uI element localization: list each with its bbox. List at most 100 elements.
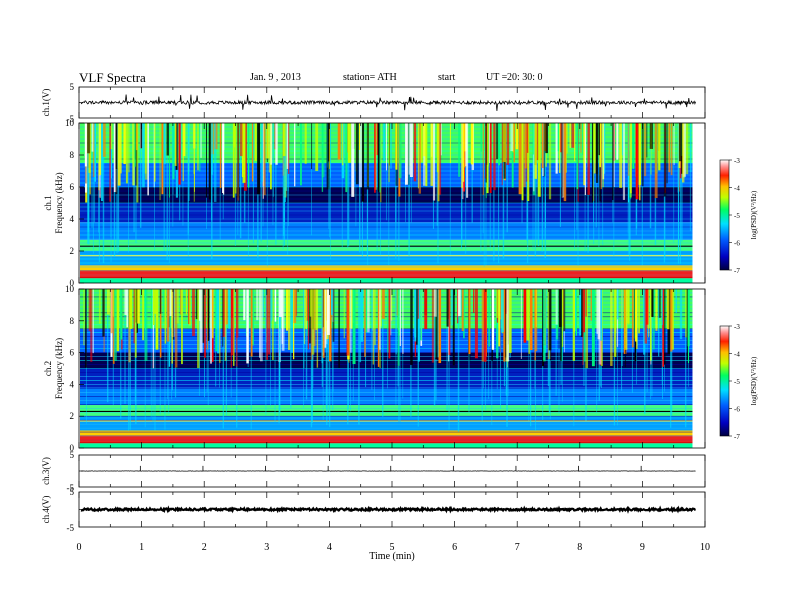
ch2-spectrogram-streak [488, 346, 490, 399]
ch1-spectrogram-streak [639, 123, 641, 201]
ch1-spectrogram-streak [646, 123, 648, 158]
ch2-spectrogram-streak [207, 289, 210, 341]
ch1-spectrogram-streak [199, 123, 202, 158]
ch1-spectrogram-streak [128, 123, 130, 173]
ch2-spectrogram-streak [498, 289, 501, 347]
ch2-spectrogram-streak [181, 289, 183, 365]
ch2-spectrogram-streak [266, 289, 268, 360]
ch1-spectrogram-band [80, 251, 693, 266]
ch1-spectrogram-streak [242, 123, 246, 183]
ch2-spectrogram-streak [326, 289, 330, 335]
ch1-spectrogram-streak [328, 168, 330, 238]
ch2-spectrogram-streak [664, 364, 665, 392]
ch1-spectrogram-streak [593, 123, 596, 161]
ch2-spectrogram-streak [270, 348, 271, 407]
ch2-spectrogram-streak [670, 349, 673, 416]
ch1-spectrogram-streak [437, 201, 439, 264]
ch1-spectrogram-streak [512, 123, 515, 153]
ch2-spectrogram-streak [281, 289, 283, 344]
ch1-spectrogram-streak [533, 123, 535, 179]
ch2-spectrogram-streak [435, 289, 438, 360]
ch1-spectrogram-streak [580, 123, 582, 153]
ch1-spectrogram-streak [358, 123, 362, 188]
ch1-spectrogram-streak [449, 123, 451, 164]
ch2-spectrogram-streak [142, 289, 145, 341]
ch1-spectrogram-streak [311, 123, 313, 170]
ch1-spectrogram-streak [420, 123, 423, 163]
ch1-spectrogram-ytick-label: 6 [70, 182, 75, 192]
ch1-spectrogram-streak [109, 123, 111, 202]
ch2-spectrogram-streak [352, 289, 356, 365]
ch2-spectrogram-streak [481, 361, 483, 421]
ch1-spectrogram-ytick-label: 4 [70, 214, 75, 224]
ch1-spectrogram-streak [635, 123, 639, 200]
ch1-spectrogram-streak [432, 123, 436, 201]
ch2-spectrogram-streak [666, 289, 670, 330]
ch1-spectrogram-streak [480, 123, 483, 152]
ch2-spectrogram-streak [585, 368, 587, 421]
ch2-spectrogram-streak [152, 289, 155, 369]
ch2-spectrogram-streak [433, 316, 436, 406]
ch1-spectrogram-streak [147, 123, 149, 196]
ch2-spectrogram-streak [360, 289, 364, 342]
ch1-spectrogram-streak [328, 161, 330, 229]
ch1-spectrogram-streak [219, 123, 222, 189]
x-axis-label: Time (min) [369, 551, 414, 562]
ch2-spectrogram-streak [159, 289, 162, 314]
ch2-spectrogram-streak [582, 289, 584, 365]
ch1-spectrogram-streak [92, 123, 95, 178]
ch2-spectrogram-streak [128, 318, 129, 431]
ch2-spectrogram-streak [371, 289, 374, 331]
ch2-spectrogram-streak [528, 353, 530, 421]
ch1-spectrogram-streak [493, 123, 496, 191]
ch1-spectrogram-streak [166, 155, 168, 261]
ch1-spectrogram-streak [563, 123, 567, 202]
ch1-spectrogram-streak [187, 123, 190, 201]
ch1-spectrogram-streak [268, 123, 272, 173]
ch1-spectrogram-streak [161, 123, 164, 195]
ch2-spectrogram-streak [262, 289, 264, 318]
ch1-spectrogram-colorbar-tick-label: -4 [734, 185, 740, 193]
ch2-spectrogram-streak [387, 352, 388, 389]
ch1-spectrogram-streak [649, 148, 652, 229]
ch1-spectrogram-streak [593, 123, 595, 201]
ch1-spectrogram-streak [405, 165, 406, 223]
ch1-spectrogram-streak [251, 123, 254, 182]
ch2-spectrogram-streak [174, 289, 178, 368]
ch2-spectrogram-streak [126, 289, 128, 328]
ch2-spectrogram-streak [402, 353, 404, 399]
ch1-spectrogram-streak [133, 166, 135, 233]
ch1-spectrogram-streak [470, 123, 474, 165]
ch2-spectrogram-streak [438, 289, 442, 364]
ch2-spectrogram-streak [102, 289, 105, 337]
ch2-spectrogram-streak [321, 289, 323, 364]
ch1-spectrogram-streak [486, 123, 489, 194]
ch1-spectrogram-streak [87, 153, 89, 245]
ch1-spectrogram-streak [463, 123, 465, 182]
ch2-spectrogram-streak [124, 289, 127, 315]
ch2-spectrogram-streak [598, 364, 600, 401]
ch2-spectrogram-streak [646, 289, 649, 325]
ch1-spectrogram-streak [525, 123, 527, 169]
ch1-spectrogram-streak [179, 159, 181, 221]
ch1-spectrogram-streak [668, 123, 671, 173]
ch1-spectrogram-streak [168, 123, 170, 198]
ch1-spectrogram-ylabel-line: Frequency (kHz) [54, 172, 64, 233]
ch2-spectrogram-streak [598, 289, 602, 365]
ch2-spectrogram-streak [399, 346, 401, 422]
ch2-spectrogram-streak [197, 289, 200, 369]
x-tick-label: 9 [640, 542, 645, 553]
ch1-spectrogram-streak [395, 123, 398, 170]
ch1-spectrogram-streak [681, 173, 683, 242]
ch2-spectrogram-streak [391, 289, 393, 321]
ch1-spectrogram-streak [208, 123, 211, 200]
ch2-spectrogram-streak [461, 289, 464, 332]
x-tick-label: 4 [327, 542, 332, 553]
ch1-spectrogram-streak [275, 164, 277, 245]
ch1-spectrogram-streak [449, 163, 451, 255]
ch1-spectrogram-streak [388, 123, 390, 183]
ch1-spectrogram-streak [663, 196, 666, 263]
ch2-spectrogram-streak [617, 346, 618, 426]
ch1-spectrogram-streak [542, 176, 544, 250]
ch1-spectrogram-streak [139, 148, 142, 228]
